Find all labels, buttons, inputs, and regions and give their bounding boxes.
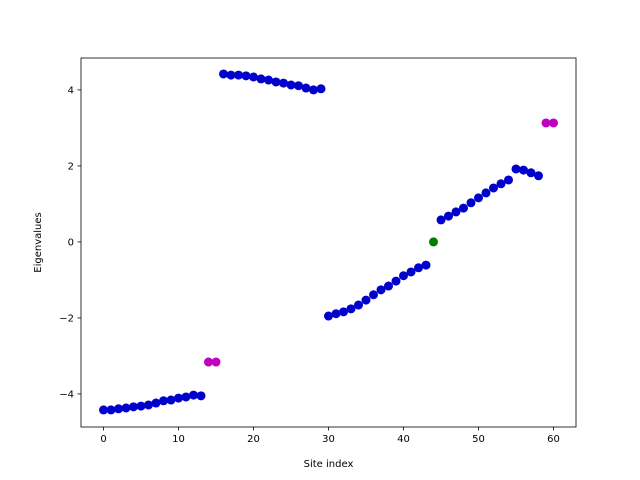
scatter-point — [541, 118, 551, 128]
y-tick-label: −2 — [59, 313, 74, 324]
scatter-point — [106, 405, 116, 415]
scatter-point — [301, 83, 311, 93]
scatter-point — [451, 207, 461, 217]
plot-frame — [80, 57, 577, 428]
scatter-point — [189, 390, 198, 400]
scatter-point — [361, 295, 371, 305]
x-tick-label: 50 — [472, 434, 485, 445]
scatter-point — [279, 78, 288, 88]
scatter-point — [399, 271, 408, 281]
scatter-point — [234, 70, 243, 80]
scatter-point — [369, 290, 378, 300]
scatter-point — [264, 75, 273, 85]
scatter-point — [511, 164, 521, 174]
scatter-point — [466, 198, 476, 208]
scatter-point — [354, 300, 363, 310]
x-tick-label: 0 — [100, 434, 106, 445]
x-tick-label: 30 — [322, 434, 335, 445]
scatter-point — [474, 193, 483, 203]
scatter-point — [481, 188, 491, 198]
scatter-point — [196, 391, 206, 401]
y-axis-label: Eigenvalues — [33, 212, 44, 272]
scatter-point — [99, 405, 108, 415]
scatter-point — [316, 84, 326, 94]
scatter-point — [121, 403, 131, 413]
x-axis-label: Site index — [304, 459, 354, 470]
scatter-point — [174, 393, 183, 403]
scatter-point — [324, 311, 333, 321]
scatter-point — [444, 211, 453, 221]
x-tick-label: 40 — [397, 434, 410, 445]
x-tick-label: 10 — [172, 434, 185, 445]
scatter-point — [309, 85, 318, 95]
scatter-point — [376, 285, 386, 295]
x-tick-label: 20 — [247, 434, 260, 445]
scatter-point — [256, 74, 266, 84]
scatter-point — [271, 77, 281, 87]
scatter-point — [436, 215, 446, 225]
scatter-point — [114, 404, 123, 414]
y-tick-label: 0 — [68, 237, 74, 248]
y-tick-label: 2 — [68, 161, 74, 172]
scatter-point — [331, 309, 341, 319]
scatter-point — [384, 281, 393, 291]
scatter-point — [406, 267, 416, 277]
scatter-point — [151, 398, 161, 408]
scatter-point — [181, 392, 191, 402]
scatter-point — [504, 175, 513, 185]
scatter-point — [534, 171, 543, 181]
scatter-point — [166, 395, 176, 405]
scatter-point — [549, 118, 558, 128]
scatter-point — [249, 72, 258, 82]
scatter-point — [159, 396, 168, 406]
scatter-point — [489, 183, 498, 193]
scatter-point — [429, 237, 438, 247]
scatter-point — [144, 400, 153, 410]
scatter-point — [496, 179, 506, 189]
scatter-point — [526, 168, 536, 178]
scatter-point — [421, 260, 431, 270]
scatter-point — [391, 276, 401, 286]
scatter-point — [211, 357, 221, 367]
scatter-point — [294, 81, 303, 91]
scatter-point — [339, 307, 348, 317]
scatter-point — [459, 203, 468, 213]
scatter-point — [136, 401, 146, 411]
scatter-point — [286, 80, 296, 90]
x-tick-label: 60 — [547, 434, 560, 445]
y-tick-label: 4 — [68, 85, 74, 96]
scatter-point — [414, 263, 423, 273]
scatter-point — [241, 71, 251, 81]
scatter-point — [519, 165, 528, 175]
scatter-point — [219, 69, 228, 79]
scatter-point — [129, 402, 138, 412]
scatter-point — [226, 70, 236, 80]
y-tick-label: −4 — [59, 389, 74, 400]
scatter-point — [346, 304, 356, 314]
scatter-point — [204, 357, 213, 367]
